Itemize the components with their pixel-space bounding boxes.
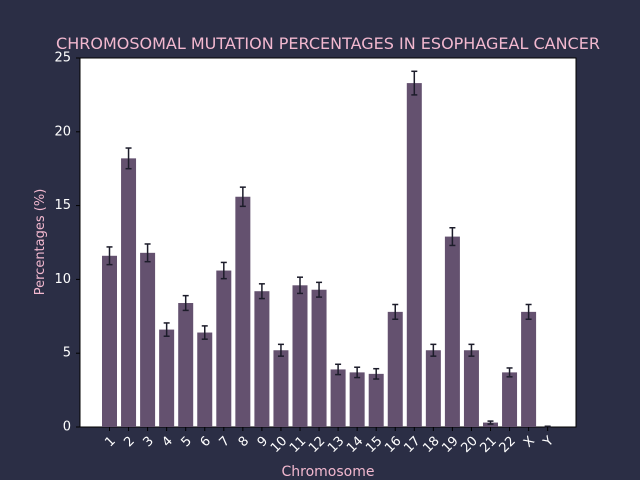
error-bar-10 <box>277 343 284 357</box>
bar-16 <box>387 311 403 427</box>
error-bar-22 <box>506 367 513 378</box>
bar-4 <box>159 329 175 427</box>
x-tick-label-2: 2 <box>121 434 137 450</box>
bar-10 <box>273 350 289 427</box>
x-tick-label-4: 4 <box>159 434 175 450</box>
error-bar-13 <box>335 363 342 376</box>
bar-18 <box>425 350 441 427</box>
bar-6 <box>197 332 213 427</box>
error-bar-7 <box>220 261 227 280</box>
bar-22 <box>502 372 518 427</box>
bar-8 <box>235 196 251 427</box>
error-bar-16 <box>392 303 399 321</box>
x-tick-label-7: 7 <box>217 434 233 450</box>
x-tick-label-5: 5 <box>179 434 195 450</box>
bar-X <box>521 311 537 427</box>
bar-7 <box>216 270 232 427</box>
error-bar-9 <box>258 283 265 300</box>
x-tick-label-22: 22 <box>497 434 519 456</box>
x-tick-label-Y: Y <box>540 434 557 451</box>
error-bar-14 <box>354 366 361 379</box>
x-tick-label-9: 9 <box>255 434 271 450</box>
y-axis-label: Percentages (%) <box>33 189 48 296</box>
error-bar-20 <box>468 343 475 357</box>
error-bar-12 <box>316 281 323 298</box>
bar-2 <box>121 158 137 428</box>
error-bar-15 <box>373 367 380 380</box>
error-bars-group <box>106 70 551 428</box>
bar-20 <box>463 350 479 427</box>
bars-group <box>102 83 537 428</box>
y-axis: 0 5 10 15 20 25 <box>54 51 80 435</box>
error-bar-6 <box>201 325 208 340</box>
error-bar-Y <box>544 425 551 428</box>
x-tick-label-6: 6 <box>198 434 214 450</box>
bar-3 <box>140 252 156 427</box>
x-tick-label-8: 8 <box>236 434 252 450</box>
bar-5 <box>178 303 194 427</box>
bar-19 <box>444 236 460 427</box>
error-bar-11 <box>297 276 303 295</box>
bar-1 <box>102 255 117 427</box>
bar-17 <box>406 83 422 427</box>
y-tick-label-15: 15 <box>54 198 71 213</box>
chart-title: CHROMOSOMAL MUTATION PERCENTAGES IN ESOP… <box>56 34 600 53</box>
error-bar-3 <box>144 243 151 263</box>
error-bar-1 <box>106 246 113 266</box>
x-tick-label-3: 3 <box>140 434 156 450</box>
error-bar-18 <box>430 343 437 357</box>
bar-14 <box>349 372 365 427</box>
x-tick-label-1: 1 <box>102 434 118 450</box>
y-tick-label-20: 20 <box>54 124 71 139</box>
error-bar-19 <box>449 226 456 247</box>
x-tick-label-X: X <box>521 434 538 451</box>
error-bar-21 <box>487 420 494 425</box>
bar-12 <box>311 289 327 427</box>
error-bar-2 <box>125 147 132 170</box>
bar-11 <box>292 285 308 427</box>
bar-9 <box>254 291 270 427</box>
y-tick-label-25: 25 <box>54 51 71 66</box>
x-axis-label: Chromosome <box>282 464 375 480</box>
error-bar-5 <box>182 294 189 312</box>
error-bar-4 <box>163 322 170 337</box>
y-tick-label-5: 5 <box>63 346 71 361</box>
bar-13 <box>330 369 346 427</box>
error-bar-17 <box>411 70 418 96</box>
bar-15 <box>368 373 384 427</box>
y-tick-label-0: 0 <box>63 420 71 435</box>
error-bar-8 <box>239 186 246 208</box>
y-tick-label-10: 10 <box>54 272 71 287</box>
error-bar-X <box>525 303 532 321</box>
